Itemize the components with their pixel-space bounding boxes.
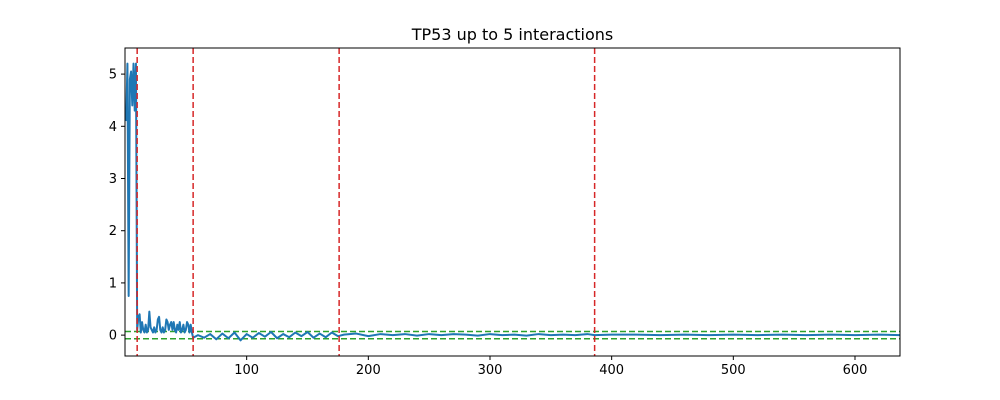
y-tick-label: 5 [109, 68, 117, 83]
x-tick-label: 100 [234, 363, 259, 378]
y-tick-label: 3 [109, 172, 117, 187]
x-tick-label: 300 [478, 363, 503, 378]
chart-title: TP53 up to 5 interactions [411, 25, 614, 44]
x-tick-label: 200 [356, 363, 381, 378]
y-tick-label: 1 [109, 276, 117, 291]
plot-frame [124, 47, 901, 357]
x-tick-label: 500 [721, 363, 746, 378]
y-tick-label: 4 [109, 120, 117, 135]
y-tick-label: 2 [109, 224, 117, 239]
plot-area [125, 48, 900, 356]
y-tick-label: 0 [109, 329, 117, 344]
y-axis: 0 1 2 3 4 5 [109, 68, 125, 344]
x-tick-label: 600 [843, 363, 868, 378]
series-line-0 [125, 62, 900, 342]
x-axis: 100 200 300 400 500 600 [234, 356, 867, 378]
x-tick-label: 400 [599, 363, 624, 378]
